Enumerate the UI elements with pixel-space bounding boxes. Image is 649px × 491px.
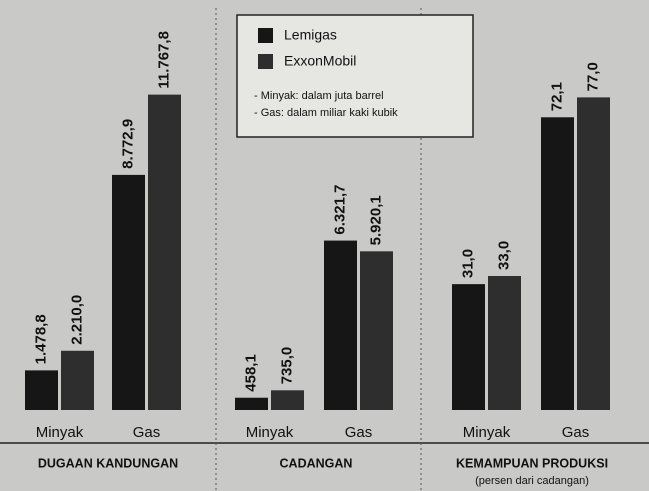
value-label: 77,0	[584, 62, 601, 91]
legend-swatch	[258, 54, 273, 69]
legend: Lemigas ExxonMobil - Minyak: dalam juta …	[236, 14, 474, 138]
category-label: Minyak	[463, 424, 511, 441]
legend-swatch	[258, 28, 273, 43]
category-label: Gas	[562, 424, 590, 441]
bar	[360, 251, 393, 410]
value-label: 2.210,0	[68, 295, 85, 345]
category-label: Minyak	[246, 424, 294, 441]
value-label: 458,1	[242, 354, 259, 392]
bar	[541, 117, 574, 411]
bar	[488, 276, 521, 410]
bar	[61, 350, 94, 410]
legend-label: ExxonMobil	[284, 53, 356, 69]
legend-box	[236, 14, 474, 138]
value-label: 8.772,9	[119, 119, 136, 169]
category-label: Gas	[133, 424, 161, 441]
value-label: 5.920,1	[367, 195, 384, 245]
value-label: 735,0	[278, 347, 295, 385]
category-label: Minyak	[36, 424, 84, 441]
group-label: KEMAMPUAN PRODUKSI	[456, 456, 608, 470]
bar	[235, 397, 268, 410]
group-sublabel: (persen dari cadangan)	[475, 475, 589, 487]
legend-note: - Minyak: dalam juta barrel	[254, 90, 384, 102]
legend-label: Lemigas	[284, 27, 337, 43]
value-label: 1.478,8	[32, 314, 49, 364]
category-label: Gas	[345, 424, 373, 441]
bar	[324, 240, 357, 410]
bar	[271, 390, 304, 410]
legend-note: - Gas: dalam miliar kaki kubik	[254, 107, 398, 119]
value-label: 31,0	[459, 249, 476, 278]
value-label: 33,0	[495, 241, 512, 270]
bar	[452, 284, 485, 410]
bar	[25, 370, 58, 410]
group-label: CADANGAN	[280, 456, 353, 470]
bar	[577, 97, 610, 410]
group-label: DUGAAN KANDUNGAN	[38, 456, 178, 470]
value-label: 11.767,8	[155, 31, 172, 89]
value-label: 6.321,7	[331, 185, 348, 235]
value-label: 72,1	[548, 82, 565, 111]
bar	[112, 174, 145, 410]
bar	[148, 94, 181, 411]
